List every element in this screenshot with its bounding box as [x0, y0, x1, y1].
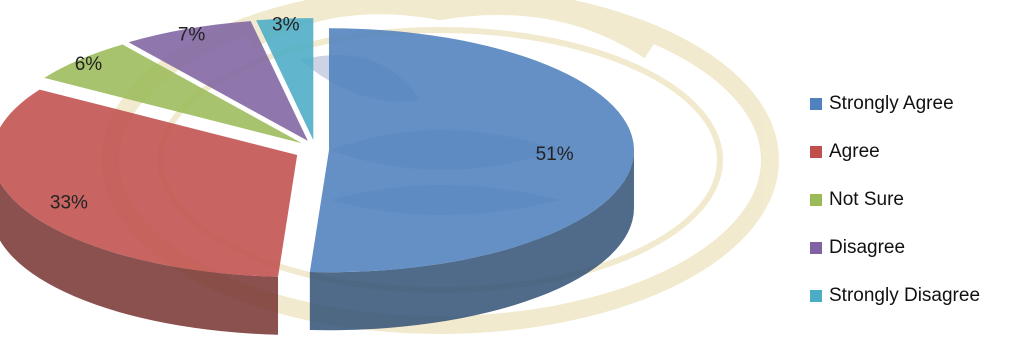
- slice-side-strongly-agree: [309, 150, 634, 331]
- data-label-strongly-agree: 51%: [536, 144, 574, 165]
- data-label-agree: 33%: [50, 193, 88, 214]
- legend-label: Disagree: [829, 237, 906, 258]
- legend-swatch: [810, 98, 822, 110]
- legend-swatch: [810, 290, 822, 302]
- legend-swatch: [810, 194, 822, 206]
- legend-label: Agree: [829, 141, 880, 162]
- chart-legend: Strongly Agree Agree Not Sure Disagree Stron…: [810, 80, 1030, 320]
- legend-item-strongly-agree: Strongly Agree: [810, 80, 1030, 128]
- legend-item-disagree: Disagree: [810, 224, 1030, 272]
- data-label-disagree: 7%: [178, 24, 206, 45]
- slice-strongly-disagree: [256, 18, 314, 141]
- legend-label: Strongly Disagree: [829, 285, 981, 306]
- legend-label: Strongly Agree: [829, 93, 954, 114]
- slice-agree: [0, 89, 298, 277]
- slice-disagree: [128, 21, 308, 141]
- legend-swatch: [810, 146, 822, 158]
- slice-not-sure: [44, 44, 302, 144]
- data-label-not-sure: 6%: [75, 54, 103, 75]
- legend-item-strongly-disagree: Strongly Disagree: [810, 272, 1030, 320]
- legend-swatch: [810, 242, 822, 254]
- slice-side-agree: [0, 182, 279, 335]
- legend-item-agree: Agree: [810, 128, 1030, 176]
- legend-label: Not Sure: [829, 189, 904, 210]
- legend-item-not-sure: Not Sure: [810, 176, 1030, 224]
- data-label-strongly-disagree: 3%: [272, 15, 300, 36]
- slice-strongly-agree: [309, 28, 634, 273]
